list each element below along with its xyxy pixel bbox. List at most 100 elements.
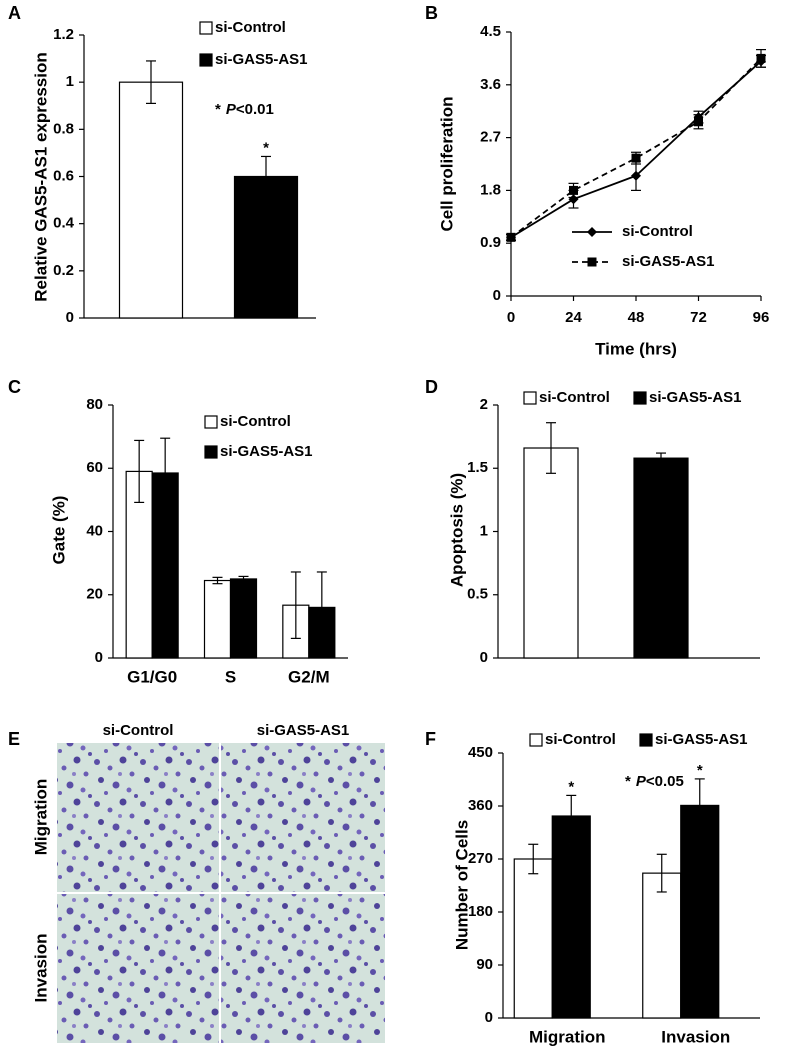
- bar: [642, 872, 682, 1019]
- y-tick-label: 0.4: [53, 215, 75, 232]
- x-tick-label: 96: [753, 309, 770, 326]
- row-label: Migration: [31, 779, 50, 856]
- panel-label: C: [8, 377, 21, 397]
- panel-label: E: [8, 729, 20, 749]
- y-tick-label: 2: [480, 396, 488, 413]
- bar: [233, 175, 299, 319]
- y-tick-label: 0.6: [53, 167, 74, 184]
- x-tick-label: S: [225, 667, 236, 686]
- y-tick-label: 0.9: [480, 234, 501, 251]
- annotation-part: P: [226, 101, 237, 118]
- legend-label: si-GAS5-AS1: [655, 731, 748, 748]
- y-tick-label: 1: [66, 73, 74, 90]
- y-tick-label: 0: [95, 649, 103, 666]
- marker: [569, 185, 578, 195]
- image-panel: E si-Control si-GAS5-AS1 Migration Invas…: [8, 722, 385, 1043]
- chart: D Apoptosis (%) 0 0.5 1 1.5 2 si-Control si-GAS5…: [425, 377, 760, 666]
- x-tick-label: 24: [565, 309, 582, 326]
- y-tick-label: 1.8: [480, 181, 501, 198]
- y-tick-label: 60: [86, 459, 103, 476]
- y-tick-label: 0.5: [467, 586, 488, 603]
- legend-swatch: [199, 21, 213, 35]
- bar: [551, 815, 591, 1019]
- annotation: * P<0.05: [625, 773, 684, 790]
- y-tick-label: 20: [86, 586, 103, 603]
- y-tick-label: 450: [468, 744, 493, 761]
- y-tick-label: 1: [480, 522, 488, 539]
- y-tick-label: 0: [493, 287, 501, 304]
- legend-label: si-Control: [545, 731, 616, 748]
- chart: C Gate (%) 0 20 40 60 80 G1/G0 S G2/M si-Control si…: [8, 377, 348, 686]
- line: [510, 57, 762, 239]
- y-tick-label: 90: [476, 956, 493, 973]
- y-tick-label: 360: [468, 797, 493, 814]
- panel-label: F: [425, 729, 436, 749]
- legend-swatch: [204, 445, 218, 459]
- y-axis-title: Cell proliferation: [437, 96, 456, 231]
- y-tick-label: 3.6: [480, 76, 501, 93]
- y-axis-title: Number of Cells: [452, 820, 471, 950]
- column-label: si-Control: [103, 722, 174, 739]
- y-tick-label: 80: [86, 396, 103, 413]
- micrograph: [221, 743, 385, 892]
- y-tick-label: 270: [468, 850, 493, 867]
- y-tick-label: 1.2: [53, 26, 74, 43]
- annotation: * P<0.01: [215, 101, 274, 118]
- y-tick-label: 180: [468, 903, 493, 920]
- x-tick-label: Migration: [529, 1027, 606, 1046]
- marker: [631, 170, 641, 181]
- x-axis-title: Time (hrs): [595, 339, 677, 358]
- legend-label: si-Control: [539, 389, 610, 406]
- panel-label: A: [8, 3, 21, 23]
- legend-swatch: [204, 415, 218, 429]
- annotation-part: <0.05: [646, 773, 684, 790]
- legend-label: si-GAS5-AS1: [215, 51, 308, 68]
- legend-label: si-GAS5-AS1: [220, 443, 313, 460]
- y-tick-label: 4.5: [480, 23, 501, 40]
- micrograph: [57, 894, 219, 1043]
- y-axis-title: Relative GAS5-AS1 expression: [31, 52, 50, 301]
- y-axis-title: Apoptosis (%): [447, 473, 466, 587]
- y-axis-title: Gate (%): [49, 496, 68, 565]
- micrograph: [221, 894, 385, 1043]
- legend-label: si-Control: [215, 19, 286, 36]
- marker: [694, 117, 703, 127]
- y-tick-label: 0: [480, 649, 488, 666]
- legend-label: si-Control: [220, 413, 291, 430]
- y-tick-label: 2.7: [480, 129, 501, 146]
- significance-mark: *: [263, 139, 269, 156]
- bar: [633, 457, 689, 659]
- legend-label: si-GAS5-AS1: [622, 253, 715, 270]
- bar: [118, 81, 184, 319]
- y-tick-label: 40: [86, 522, 103, 539]
- micrograph: [57, 743, 219, 892]
- y-tick-label: 0: [66, 309, 74, 326]
- x-tick-label: G1/G0: [127, 667, 177, 686]
- marker: [587, 257, 597, 267]
- x-tick-label: Invasion: [661, 1027, 730, 1046]
- chart: A Relative GAS5-AS1 expression 0 0.2 0.4 0.6 0…: [8, 3, 316, 326]
- panel-label: B: [425, 3, 438, 23]
- bar: [513, 858, 553, 1019]
- legend-swatch: [639, 733, 653, 747]
- column-label: si-GAS5-AS1: [257, 722, 350, 739]
- bar: [125, 470, 153, 659]
- legend-label: si-GAS5-AS1: [649, 389, 742, 406]
- marker: [756, 53, 766, 63]
- annotation-part: <0.01: [236, 101, 274, 118]
- legend-swatch: [633, 391, 647, 405]
- marker: [587, 227, 597, 237]
- marker: [568, 194, 579, 205]
- bar: [203, 579, 232, 659]
- significance-mark: *: [568, 778, 574, 795]
- annotation-part: P: [636, 773, 647, 790]
- bar: [680, 804, 720, 1019]
- legend-swatch: [199, 53, 213, 67]
- significance-mark: *: [697, 762, 703, 779]
- chart: B Cell proliferation 0 0.9 1.8 2.7 3.6 4.5 0 24 48…: [425, 3, 769, 359]
- y-tick-label: 0.2: [53, 262, 74, 279]
- annotation-part: *: [215, 101, 221, 118]
- chart: F Number of Cells 0 90 180 270 360 450 Migration…: [425, 729, 760, 1046]
- panel-label: D: [425, 377, 438, 397]
